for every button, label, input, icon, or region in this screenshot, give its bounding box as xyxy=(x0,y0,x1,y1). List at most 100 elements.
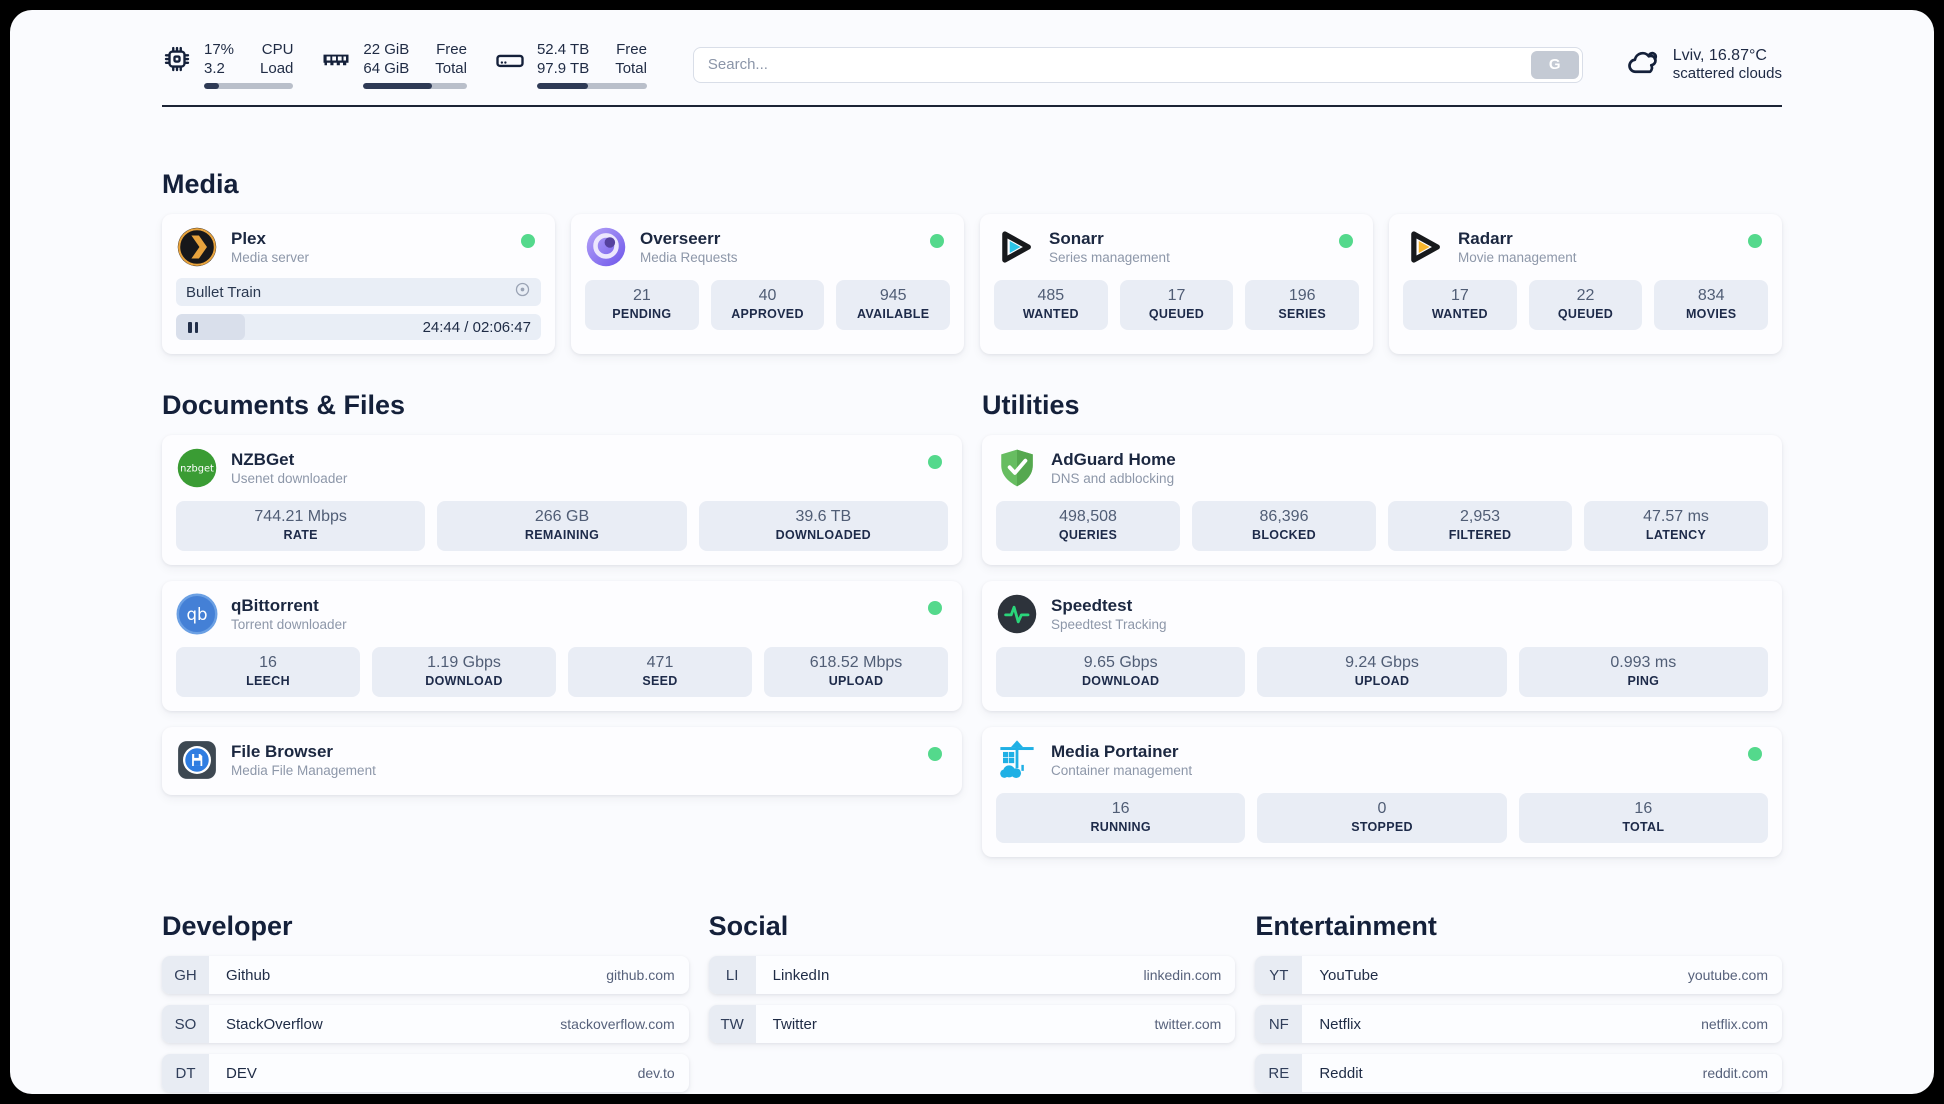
disk-free-value: 52.4 TB xyxy=(536,41,590,58)
section-title-utilities: Utilities xyxy=(982,390,1080,420)
bookmark-url: twitter.com xyxy=(1154,1016,1222,1032)
app-name: Speedtest xyxy=(1051,596,1133,615)
ram-icon xyxy=(321,44,351,74)
stat-filtered: 2,953 FILTERED xyxy=(1388,501,1572,551)
app-card-speedtest[interactable]: Speedtest Speedtest Tracking 9.65 Gbps D… xyxy=(982,581,1782,711)
app-description: Movie management xyxy=(1458,250,1577,265)
stat-rate: 744.21 Mbps RATE xyxy=(176,501,426,551)
stat-ping: 0.993 ms PING xyxy=(1518,647,1768,697)
bookmark-netflix[interactable]: NF Netflix netflix.com xyxy=(1255,1005,1783,1043)
app-description: Container management xyxy=(1051,763,1193,778)
bookmark-reddit[interactable]: RE Reddit reddit.com xyxy=(1255,1054,1783,1092)
cpu-usage-value: 17% xyxy=(204,41,235,58)
bookmark-name: DEV xyxy=(226,1064,257,1082)
stat-download: 9.65 Gbps DOWNLOAD xyxy=(996,647,1246,697)
status-dot xyxy=(928,455,942,469)
svg-text:nzbget: nzbget xyxy=(180,464,214,475)
disk-total-label: Total xyxy=(615,60,647,77)
bookmark-abbr: LI xyxy=(708,956,756,994)
section-title-media: Media xyxy=(162,169,239,199)
stat-leech: 16 LEECH xyxy=(176,647,360,697)
stat-queries: 498,508 QUERIES xyxy=(996,501,1180,551)
app-card-plex[interactable]: Plex Media server Bullet Train 24:44 / 0… xyxy=(162,214,555,354)
bookmark-linkedin[interactable]: LI LinkedIn linkedin.com xyxy=(708,956,1236,994)
cpu-widget: 17% 3.2 CPU Load xyxy=(162,40,294,89)
disk-total-value: 97.9 TB xyxy=(536,60,590,77)
section-title-documents: Documents & Files xyxy=(162,390,406,420)
stat-downloaded: 39.6 TB DOWNLOADED xyxy=(698,501,948,551)
portainer-icon xyxy=(996,739,1038,781)
memory-widget: 22 GiB 64 GiB Free Total xyxy=(321,40,467,89)
bookmark-name: StackOverflow xyxy=(226,1015,323,1033)
memory-total-label: Total xyxy=(435,60,467,77)
app-card-nzbget[interactable]: nzbget NZBGet Usenet downloader 744.21 M… xyxy=(162,435,962,565)
playback-progress-bar[interactable]: 24:44 / 02:06:47 xyxy=(176,314,541,340)
stat-upload: 9.24 Gbps UPLOAD xyxy=(1257,647,1507,697)
memory-progress-bar xyxy=(363,83,467,89)
bookmark-abbr: NF xyxy=(1255,1005,1303,1043)
dashboard-frame: 17% 3.2 CPU Load xyxy=(10,10,1934,1094)
app-name: Sonarr xyxy=(1049,229,1104,248)
bookmark-github[interactable]: GH Github github.com xyxy=(162,956,689,994)
pause-icon[interactable] xyxy=(188,321,198,333)
status-dot xyxy=(1339,234,1353,248)
stat-pending: 21 PENDING xyxy=(585,280,699,330)
search-bar: G xyxy=(692,46,1583,83)
section-title-developer: Developer xyxy=(162,911,293,941)
memory-free-label: Free xyxy=(436,41,467,58)
section-title-entertainment: Entertainment xyxy=(1255,911,1437,941)
bookmark-abbr: YT xyxy=(1255,956,1303,994)
status-dot xyxy=(930,234,944,248)
app-card-radarr[interactable]: Radarr Movie management 17 WANTED 22 QUE… xyxy=(1389,214,1782,354)
cpu-icon xyxy=(162,44,192,74)
cpu-label: CPU xyxy=(261,41,294,58)
bookmark-abbr: TW xyxy=(708,1005,756,1043)
app-name: NZBGet xyxy=(231,450,295,469)
bookmark-abbr: RE xyxy=(1255,1054,1303,1092)
bookmark-url: linkedin.com xyxy=(1143,967,1222,983)
search-input[interactable] xyxy=(692,46,1583,83)
bookmark-stackoverflow[interactable]: SO StackOverflow stackoverflow.com xyxy=(162,1005,689,1043)
bookmark-url: reddit.com xyxy=(1702,1065,1769,1081)
disk-progress-bar xyxy=(536,83,647,89)
app-description: Series management xyxy=(1049,250,1170,265)
app-card-filebrowser[interactable]: File Browser Media File Management xyxy=(162,727,962,795)
bookmark-abbr: DT xyxy=(162,1054,209,1092)
app-name: Media Portainer xyxy=(1051,742,1179,761)
disk-free-label: Free xyxy=(616,41,647,58)
stat-blocked: 86,396 BLOCKED xyxy=(1192,501,1376,551)
stat-movies: 834 MOVIES xyxy=(1654,280,1769,330)
radarr-icon xyxy=(1403,226,1445,268)
now-playing-row: Bullet Train xyxy=(176,278,541,306)
bookmark-url: github.com xyxy=(606,967,675,983)
stat-wanted: 485 WANTED xyxy=(994,280,1108,330)
app-description: Media Requests xyxy=(640,250,738,265)
svg-text:qb: qb xyxy=(186,605,207,624)
bookmark-youtube[interactable]: YT YouTube youtube.com xyxy=(1255,956,1783,994)
stat-wanted: 17 WANTED xyxy=(1403,280,1517,330)
bookmark-name: LinkedIn xyxy=(772,966,830,984)
bookmark-dev[interactable]: DT DEV dev.to xyxy=(162,1054,689,1092)
stat-download: 1.19 Gbps DOWNLOAD xyxy=(372,647,556,697)
filebrowser-icon xyxy=(176,739,218,781)
now-playing-title: Bullet Train xyxy=(186,283,262,301)
weather-widget: Lviv, 16.87°C scattered clouds xyxy=(1625,44,1782,85)
stat-approved: 40 APPROVED xyxy=(710,280,825,330)
top-bar: 17% 3.2 CPU Load xyxy=(162,10,1782,89)
bookmark-twitter[interactable]: TW Twitter twitter.com xyxy=(708,1005,1236,1043)
app-card-portainer[interactable]: Media Portainer Container management 16 … xyxy=(982,727,1782,857)
app-card-overseerr[interactable]: Overseerr Media Requests 21 PENDING 40 A… xyxy=(571,214,964,354)
stat-queued: 17 QUEUED xyxy=(1119,280,1234,330)
bookmark-url: dev.to xyxy=(637,1065,675,1081)
weather-location-temp: Lviv, 16.87°C xyxy=(1672,47,1767,64)
search-engine-button[interactable]: G xyxy=(1530,50,1579,79)
playback-time: 24:44 / 02:06:47 xyxy=(422,318,531,336)
status-dot xyxy=(521,234,535,248)
stat-total: 16 TOTAL xyxy=(1518,793,1768,843)
app-name: qBittorrent xyxy=(231,596,319,615)
app-card-sonarr[interactable]: Sonarr Series management 485 WANTED 17 Q… xyxy=(980,214,1373,354)
qbittorrent-icon: qb xyxy=(176,593,218,635)
app-card-adguard[interactable]: AdGuard Home DNS and adblocking 498,508 … xyxy=(982,435,1782,565)
bookmark-url: netflix.com xyxy=(1701,1016,1769,1032)
app-card-qbittorrent[interactable]: qb qBittorrent Torrent downloader 16 LEE… xyxy=(162,581,962,711)
